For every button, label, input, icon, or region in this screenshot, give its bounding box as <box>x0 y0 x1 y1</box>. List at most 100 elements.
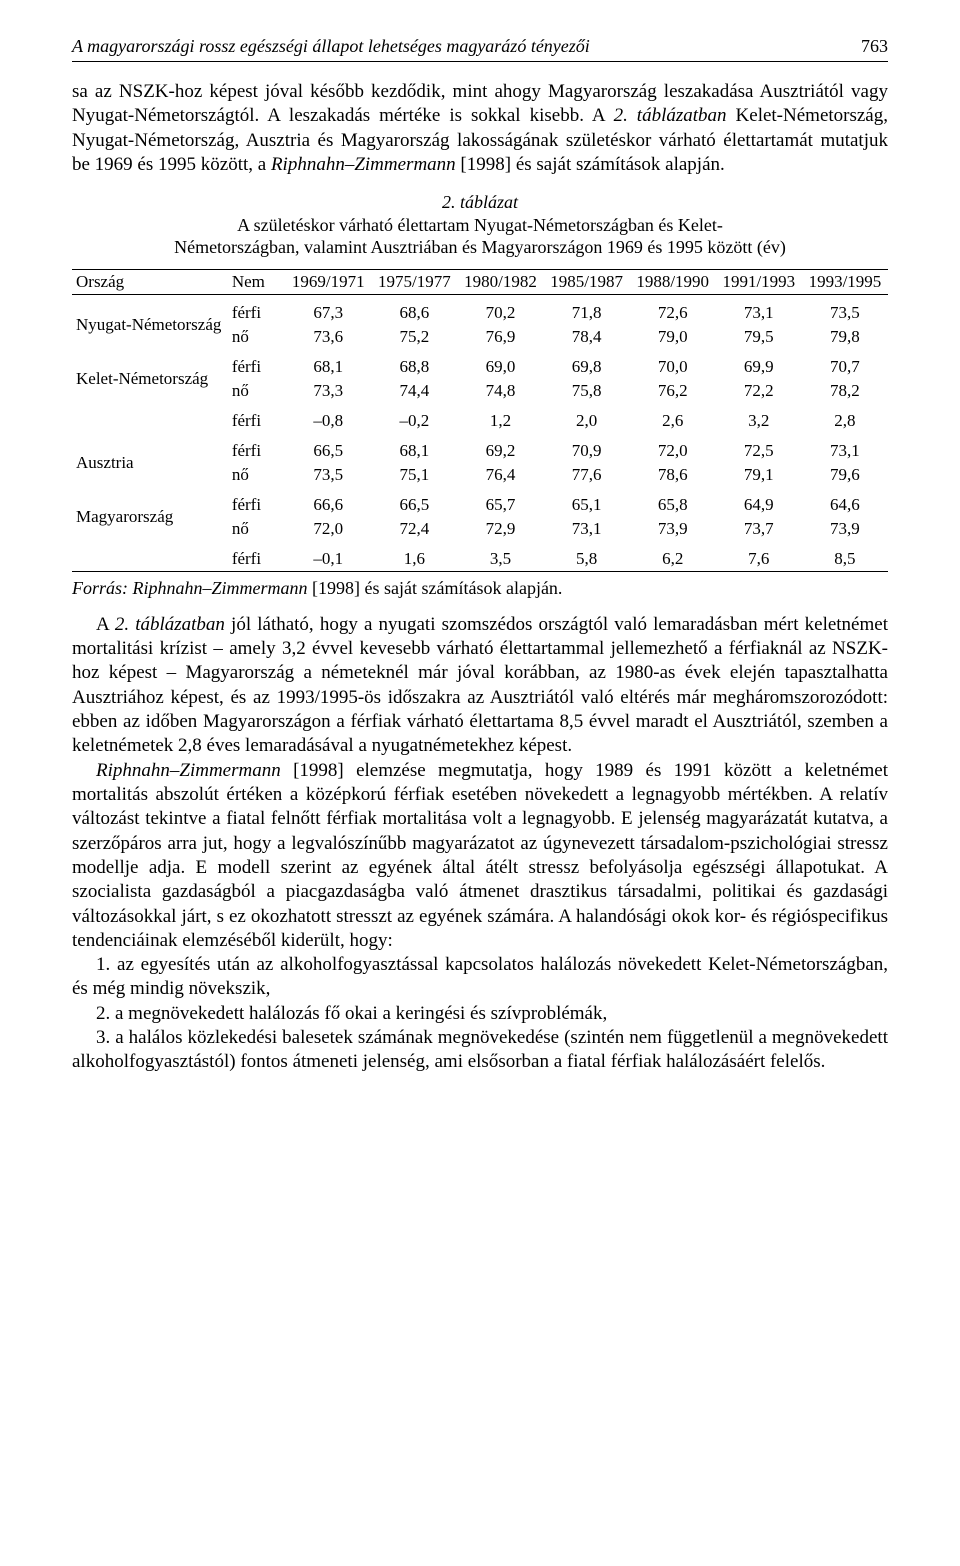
cell: 2,6 <box>630 403 716 433</box>
cell: 69,8 <box>544 349 630 379</box>
cell: 78,4 <box>544 325 630 349</box>
cell: 64,6 <box>802 487 888 517</box>
cell: 72,4 <box>371 517 457 541</box>
running-head: A magyarországi rossz egészségi állapot … <box>72 36 888 57</box>
col-1980: 1980/1982 <box>457 269 543 294</box>
cell: 73,9 <box>802 517 888 541</box>
row-sex: férfi <box>228 487 285 517</box>
cell: 2,0 <box>544 403 630 433</box>
table-row: Nyugat-Németország férfi 67,3 68,6 70,2 … <box>72 294 888 325</box>
cell: 72,9 <box>457 517 543 541</box>
cell: 6,2 <box>630 541 716 572</box>
col-1985: 1985/1987 <box>544 269 630 294</box>
cell: 69,2 <box>457 433 543 463</box>
source-text: Riphnahn–Zimmermann [1998] és saját szám… <box>128 578 562 598</box>
row-sex: férfi <box>228 403 285 433</box>
cell: –0,8 <box>285 403 371 433</box>
page: A magyarországi rossz egészségi állapot … <box>0 0 960 1123</box>
cell: 70,2 <box>457 294 543 325</box>
row-sex: férfi <box>228 541 285 572</box>
cell: 3,5 <box>457 541 543 572</box>
cell: –0,2 <box>371 403 457 433</box>
row-label <box>72 403 228 433</box>
col-1993: 1993/1995 <box>802 269 888 294</box>
cell: 70,7 <box>802 349 888 379</box>
table-row: Magyarország férfi 66,6 66,5 65,7 65,1 6… <box>72 487 888 517</box>
cell: 73,7 <box>716 517 802 541</box>
table-title-line2: Németországban, valamint Ausztriában és … <box>174 237 786 257</box>
cell: 73,9 <box>630 517 716 541</box>
cell: 72,6 <box>630 294 716 325</box>
table-caption: 2. táblázat A születéskor várható életta… <box>72 191 888 259</box>
cell: 79,6 <box>802 463 888 487</box>
page-number: 763 <box>861 36 888 57</box>
row-sex: nő <box>228 325 285 349</box>
cell: 73,1 <box>716 294 802 325</box>
cell: 7,6 <box>716 541 802 572</box>
cell: 69,0 <box>457 349 543 379</box>
list-item-3: 3. a halálos közlekedési balesetek számá… <box>72 1026 888 1075</box>
col-sex: Nem <box>228 269 285 294</box>
paragraph-analysis-1: A 2. táblázatban jól látható, hogy a nyu… <box>72 613 888 759</box>
cell: 76,2 <box>630 379 716 403</box>
cell: 72,5 <box>716 433 802 463</box>
cell: 5,8 <box>544 541 630 572</box>
cell: 66,6 <box>285 487 371 517</box>
header-rule <box>72 61 888 62</box>
cell: 65,8 <box>630 487 716 517</box>
cell: 70,9 <box>544 433 630 463</box>
list-item-2: 2. a megnövekedett halálozás fő okai a k… <box>72 1002 888 1026</box>
row-label <box>72 541 228 572</box>
cell: 65,1 <box>544 487 630 517</box>
table-row: férfi –0,1 1,6 3,5 5,8 6,2 7,6 8,5 <box>72 541 888 572</box>
table-source: Forrás: Riphnahn–Zimmermann [1998] és sa… <box>72 578 888 599</box>
list-item-1: 1. az egyesítés után az alkoholfogyasztá… <box>72 953 888 1002</box>
cell: 73,6 <box>285 325 371 349</box>
cell: 1,2 <box>457 403 543 433</box>
cell: 72,2 <box>716 379 802 403</box>
cell: 71,8 <box>544 294 630 325</box>
table-title-line1: A születéskor várható élettartam Nyugat-… <box>237 215 723 235</box>
cell: 74,4 <box>371 379 457 403</box>
cell: 65,7 <box>457 487 543 517</box>
cell: 66,5 <box>371 487 457 517</box>
cell: 79,5 <box>716 325 802 349</box>
row-sex: férfi <box>228 349 285 379</box>
paragraph-intro: sa az NSZK-hoz képest jóval később kezdő… <box>72 80 888 177</box>
cell: 64,9 <box>716 487 802 517</box>
cell: 73,5 <box>285 463 371 487</box>
table-row: Ausztria férfi 66,5 68,1 69,2 70,9 72,0 … <box>72 433 888 463</box>
table-row: férfi –0,8 –0,2 1,2 2,0 2,6 3,2 2,8 <box>72 403 888 433</box>
table-row: Kelet-Németország férfi 68,1 68,8 69,0 6… <box>72 349 888 379</box>
cell: 68,8 <box>371 349 457 379</box>
source-label: Forrás: <box>72 578 128 598</box>
cell: 78,6 <box>630 463 716 487</box>
cell: 73,5 <box>802 294 888 325</box>
row-sex: férfi <box>228 294 285 325</box>
table-header-row: Ország Nem 1969/1971 1975/1977 1980/1982… <box>72 269 888 294</box>
table-number: 2. táblázat <box>442 192 518 212</box>
cell: 75,1 <box>371 463 457 487</box>
col-1988: 1988/1990 <box>630 269 716 294</box>
row-label: Magyarország <box>72 487 228 541</box>
cell: 78,2 <box>802 379 888 403</box>
cell: 79,8 <box>802 325 888 349</box>
col-1991: 1991/1993 <box>716 269 802 294</box>
paragraph-analysis-2: Riphnahn–Zimmermann [1998] elemzése megm… <box>72 759 888 954</box>
cell: 76,4 <box>457 463 543 487</box>
cell: 79,0 <box>630 325 716 349</box>
cell: 73,1 <box>802 433 888 463</box>
cell: 73,3 <box>285 379 371 403</box>
col-country: Ország <box>72 269 228 294</box>
table-body: Nyugat-Németország férfi 67,3 68,6 70,2 … <box>72 294 888 571</box>
row-sex: nő <box>228 463 285 487</box>
cell: 76,9 <box>457 325 543 349</box>
col-1975: 1975/1977 <box>371 269 457 294</box>
row-label: Nyugat-Németország <box>72 294 228 349</box>
col-1969: 1969/1971 <box>285 269 371 294</box>
cell: 79,1 <box>716 463 802 487</box>
cell: 67,3 <box>285 294 371 325</box>
row-sex: nő <box>228 517 285 541</box>
cell: 70,0 <box>630 349 716 379</box>
cell: 1,6 <box>371 541 457 572</box>
